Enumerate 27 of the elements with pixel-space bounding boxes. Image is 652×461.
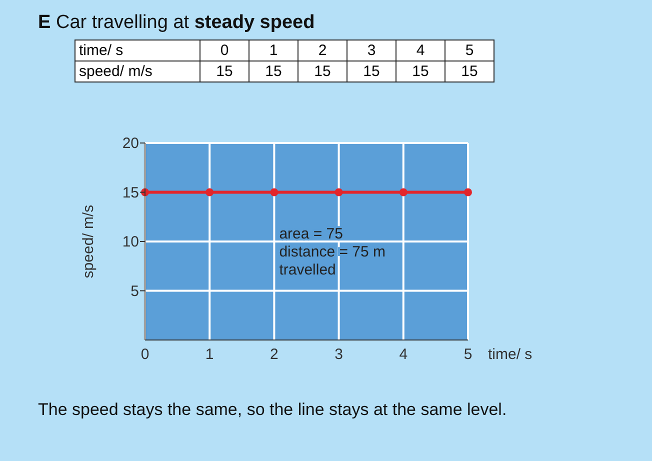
- y-tick-label: 20: [122, 135, 139, 152]
- y-tick-label: 10: [122, 234, 139, 250]
- chart-title: E Car travelling at steady speed: [38, 12, 315, 33]
- x-tick-label: 3: [367, 42, 376, 59]
- y-tick-label: 15: [122, 184, 139, 202]
- y-tick-label: 5: [130, 282, 139, 300]
- text: The speed stays the same, so the line stays at the same level.: [38, 400, 507, 419]
- x-tick-label: 5: [464, 346, 472, 363]
- x-tick-label: 0: [140, 346, 150, 363]
- x-tick-label: 4: [399, 346, 408, 363]
- x-tick-label: 1: [269, 42, 278, 59]
- data-label: 15: [412, 63, 429, 80]
- data-label: 15: [314, 63, 331, 80]
- x-axis-title: time/ s: [488, 346, 532, 363]
- data-label: 15: [461, 63, 478, 80]
- x-tick-label: 2: [318, 42, 327, 59]
- data-label: 15: [363, 63, 380, 80]
- x-tick-label: 2: [270, 346, 278, 363]
- data-label: 15: [265, 63, 282, 80]
- x-tick-label: 0: [220, 42, 229, 59]
- annotation: distance = 75 m travelled: [279, 244, 386, 278]
- x-axis-title: time/ s: [79, 42, 124, 59]
- data-label: 15: [216, 63, 233, 80]
- x-tick-label: 5: [465, 42, 474, 59]
- x-tick-label: 3: [334, 346, 343, 363]
- x-tick-label: 4: [416, 42, 425, 59]
- x-tick-label: 1: [205, 346, 214, 363]
